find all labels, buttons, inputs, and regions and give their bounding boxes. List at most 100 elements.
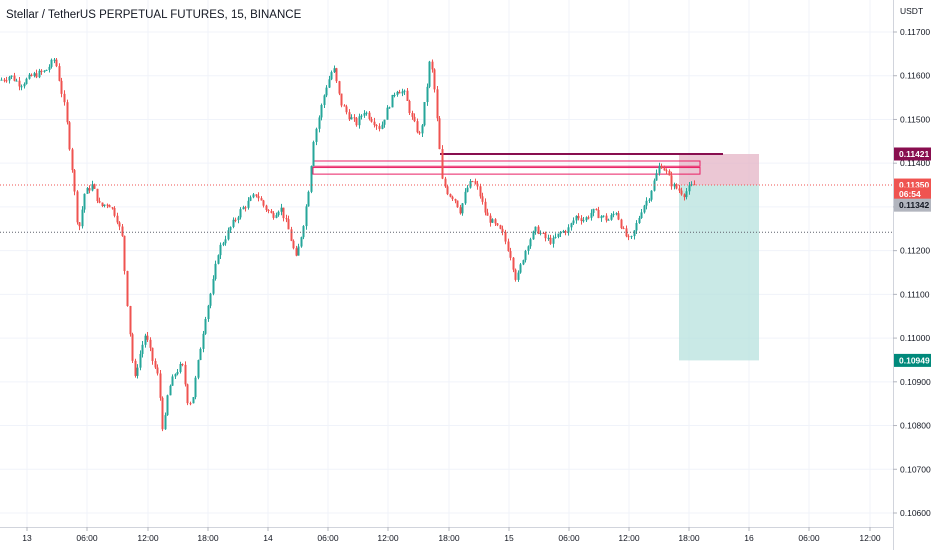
candle-body <box>595 208 598 210</box>
candle-body <box>640 212 643 218</box>
candle-body <box>655 173 658 181</box>
candle-body <box>378 126 381 129</box>
candle-body <box>86 188 89 194</box>
stop-loss-zone[interactable] <box>679 153 759 186</box>
candle-body <box>287 219 290 230</box>
candle-body <box>690 184 693 186</box>
candle-body <box>643 205 646 213</box>
candle-body <box>239 209 242 218</box>
candle-body <box>348 112 351 120</box>
candle-body <box>58 66 61 81</box>
candle-body <box>217 255 220 264</box>
candle-body <box>237 217 240 221</box>
candle-body <box>118 222 121 227</box>
candle-body <box>396 91 399 95</box>
candle-body <box>446 186 449 195</box>
candle-body <box>433 69 436 90</box>
candle-body <box>126 271 129 307</box>
candle-body <box>194 377 197 398</box>
candle-body <box>255 194 258 197</box>
candle-body <box>300 237 303 247</box>
candle-body <box>345 106 348 113</box>
candle-body <box>123 235 126 272</box>
candle-body <box>275 215 278 218</box>
candle-body <box>375 125 378 127</box>
candle-body <box>517 272 520 280</box>
candle-body <box>539 232 542 234</box>
x-axis[interactable]: 13 06:00 12:00 18:00 14 06:00 12:00 18:00 15 06:0… <box>22 527 881 543</box>
candle-body <box>199 348 202 361</box>
candle-body <box>590 212 593 218</box>
candle-body <box>3 79 6 81</box>
candle-body <box>582 220 585 222</box>
x-tick-label: 06:00 <box>76 533 98 543</box>
candle-body <box>343 105 346 107</box>
candle-body <box>247 200 250 208</box>
candle-body <box>363 113 366 116</box>
x-tick-label: 18:00 <box>438 533 460 543</box>
candle-body <box>20 86 23 88</box>
candle-body <box>474 181 477 184</box>
candle-body <box>5 80 8 82</box>
take-profit-zone[interactable] <box>679 185 759 361</box>
target-price-label: 0.10949 <box>894 353 931 367</box>
candle-body <box>605 215 608 221</box>
candle-body <box>129 306 132 335</box>
pink-zone-lower[interactable] <box>312 167 701 175</box>
x-tick-label: 06:00 <box>798 533 820 543</box>
candle-body <box>496 223 499 226</box>
candle-body <box>592 208 595 213</box>
candle-body <box>580 218 583 221</box>
candle-body <box>630 236 633 238</box>
candle-body <box>567 227 570 233</box>
candle-body <box>658 166 661 174</box>
candle-body <box>461 203 464 214</box>
y-tick-label: 0.10700 <box>900 464 931 474</box>
candle-body <box>315 128 318 142</box>
candle-body <box>323 95 326 105</box>
candle-body <box>257 196 260 199</box>
candle-body <box>431 61 434 70</box>
candle-body <box>665 170 668 172</box>
candle-body <box>53 59 56 61</box>
candle-body <box>537 226 540 234</box>
candle-body <box>252 194 255 198</box>
candle-body <box>176 371 179 375</box>
candle-body <box>204 318 207 334</box>
candle-body <box>416 121 419 133</box>
candle-body <box>262 200 265 206</box>
svg-text:0.11421: 0.11421 <box>899 149 930 159</box>
candle-body <box>562 231 565 233</box>
candle-body <box>219 244 222 256</box>
candle-body <box>68 122 71 150</box>
candle-body <box>353 117 356 119</box>
candle-body <box>673 184 676 187</box>
candle-body <box>638 217 641 224</box>
candle-body <box>514 269 517 280</box>
candle-body <box>265 205 268 210</box>
candle-body <box>489 215 492 223</box>
candle-body <box>328 79 331 88</box>
candle-body <box>355 118 358 126</box>
candle-body <box>532 231 535 240</box>
candle-body <box>509 251 512 258</box>
candle-body <box>466 187 469 192</box>
candle-body <box>267 209 270 211</box>
candle-body <box>393 94 396 96</box>
candle-body <box>522 260 525 265</box>
candle-body <box>413 116 416 122</box>
candle-body <box>81 209 84 227</box>
candle-body <box>310 166 313 192</box>
candle-body <box>212 278 215 294</box>
candle-body <box>622 228 625 230</box>
candle-body <box>174 374 177 377</box>
candle-body <box>45 69 48 71</box>
candle-body <box>486 212 489 216</box>
candle-body <box>207 305 210 319</box>
candle-body <box>633 230 636 237</box>
candle-body <box>471 181 474 183</box>
candle-body <box>524 250 527 261</box>
chart-title: Stellar / TetherUS PERPETUAL FUTURES, 15… <box>6 9 302 21</box>
candle-body <box>428 61 431 87</box>
